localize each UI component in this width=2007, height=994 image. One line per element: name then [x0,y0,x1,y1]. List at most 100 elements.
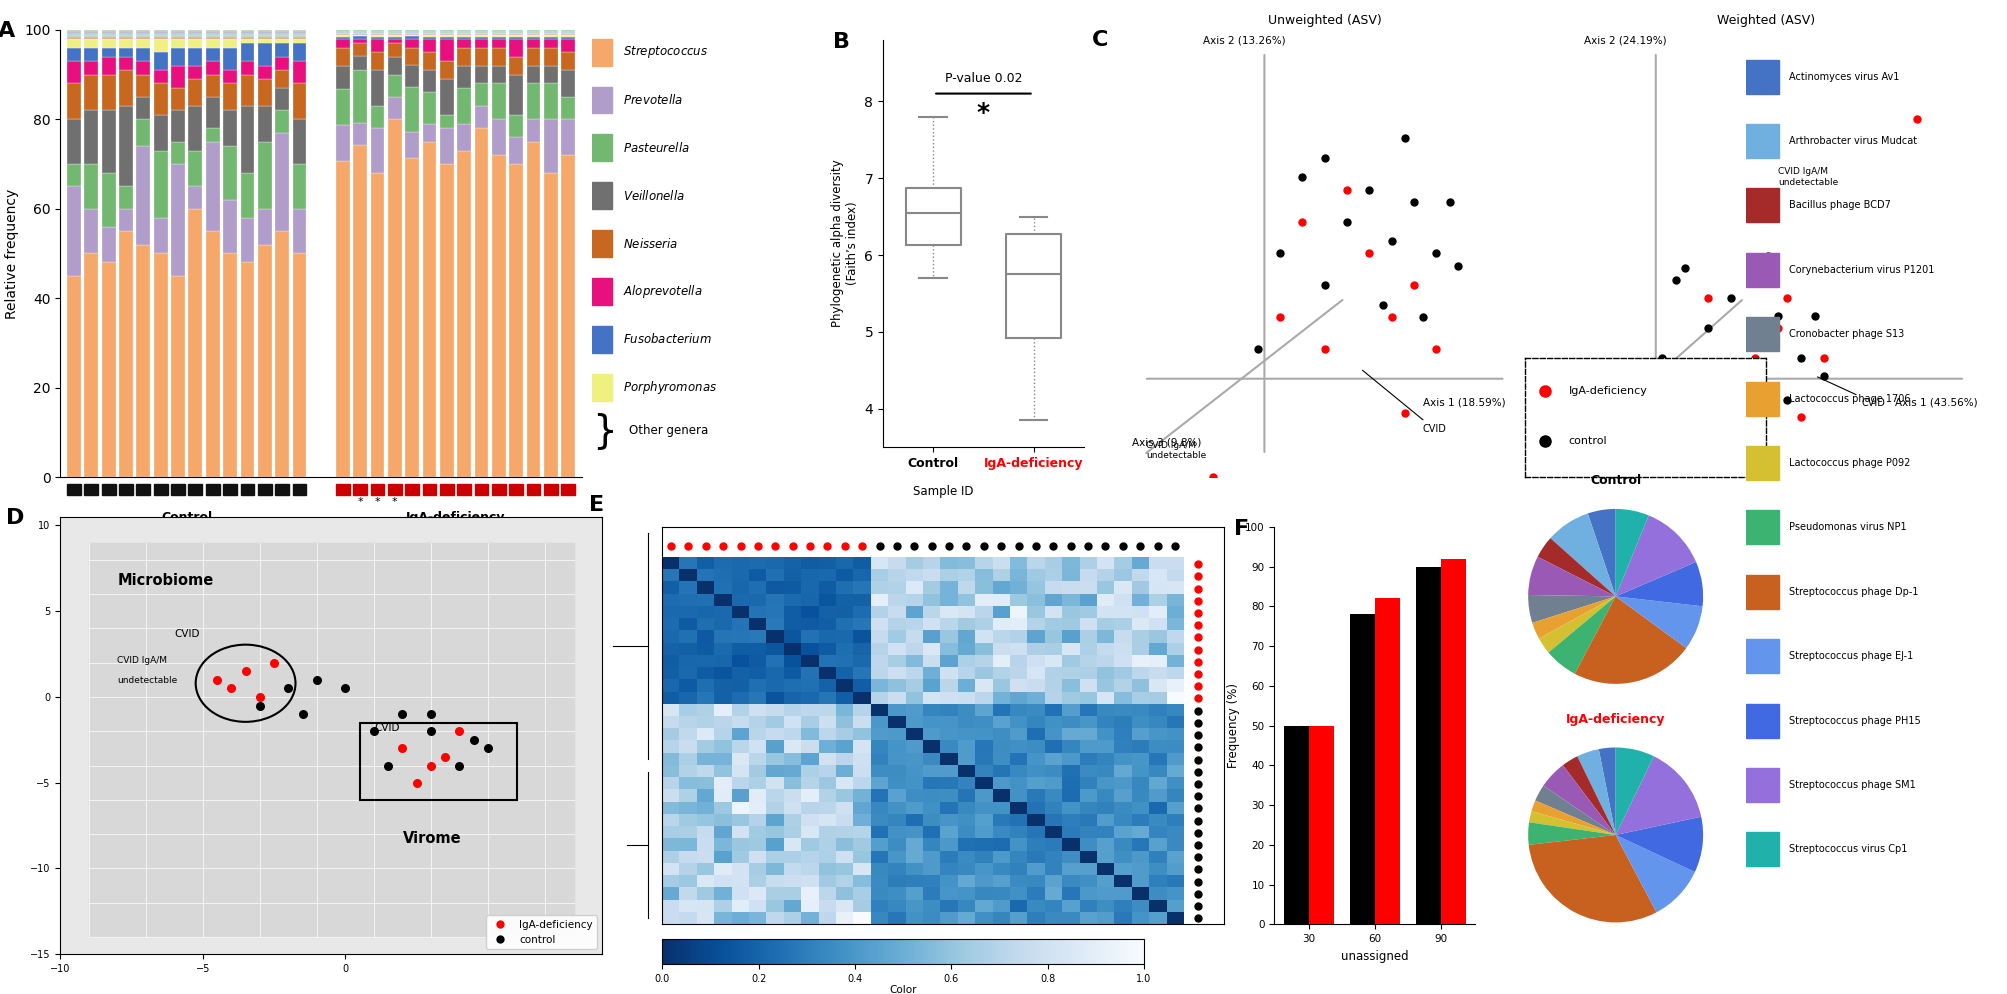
Bar [353,70,367,123]
Text: $\it{Streptococcus}$: $\it{Streptococcus}$ [622,44,708,61]
Bar [257,35,271,37]
Point [1668,260,1700,276]
Text: Lactococcus phage 1706: Lactococcus phage 1706 [1788,394,1911,404]
Bar [66,34,80,35]
Bar [207,96,219,128]
Wedge shape [1531,596,1616,638]
Bar [241,37,255,39]
Bar [118,48,132,57]
Text: *: * [375,497,379,507]
Bar [405,35,419,37]
Bar [257,141,271,209]
Bar [1441,559,1465,924]
Bar [275,110,289,132]
Bar [171,110,185,141]
Title: Control: Control [1590,474,1642,487]
Text: Axis 3 (9.8%): Axis 3 (9.8%) [1132,437,1202,448]
Bar [102,110,116,173]
Bar [241,35,255,37]
Point [1375,309,1407,325]
Bar [207,142,219,231]
Polygon shape [88,543,574,937]
Text: Bacillus phage BCD7: Bacillus phage BCD7 [1788,201,1891,211]
Bar [405,66,419,87]
Bar [1284,726,1309,924]
Bar [526,35,540,37]
Text: Control: Control [161,511,213,524]
Bar [526,34,540,35]
Bar [136,39,151,48]
Bar [189,79,203,105]
Bar [423,34,436,35]
Bar [353,484,367,495]
X-axis label: unassigned: unassigned [1341,949,1409,963]
Wedge shape [1563,756,1616,835]
Wedge shape [1588,509,1616,596]
Bar [118,33,132,34]
Bar [387,35,401,37]
Point [1421,246,1453,261]
Text: CVID IgA/M
undetectable: CVID IgA/M undetectable [1146,440,1206,460]
Bar [544,34,558,35]
Bar [207,48,219,62]
Bar [66,37,80,39]
Bar [223,146,237,200]
Wedge shape [1616,596,1702,648]
Point [1808,368,1840,384]
Point [1389,130,1421,146]
Text: CVID IgA/M: CVID IgA/M [116,656,167,665]
Bar [526,119,540,141]
Text: Streptococcus phage SM1: Streptococcus phage SM1 [1788,780,1915,790]
Point [1752,260,1784,276]
Bar [241,105,255,173]
Bar [171,33,185,34]
Bar [423,141,436,477]
Bar [544,119,558,173]
Bar [1746,704,1778,738]
Bar [353,145,367,477]
Bar [387,96,401,119]
Bar [118,34,132,35]
Bar [102,48,116,57]
Bar [387,39,401,43]
Text: Cronobacter phage S13: Cronobacter phage S13 [1788,329,1905,339]
Y-axis label: Phylogenetic alpha diversity
(Faith’s index): Phylogenetic alpha diversity (Faith’s in… [831,160,859,327]
Bar [189,209,203,477]
Bar [84,39,98,48]
Bar [474,66,488,83]
Text: Lactococcus phage P092: Lactococcus phage P092 [1788,458,1911,468]
Bar [423,52,436,70]
Bar [1746,124,1778,158]
Bar [474,83,488,105]
Wedge shape [1578,749,1616,835]
Text: $\it{Porphyromonas}$: $\it{Porphyromonas}$ [622,379,716,396]
Text: Microbiome: Microbiome [116,574,213,588]
Bar [387,484,401,495]
Bar [1349,614,1375,924]
Bar [353,57,367,70]
Bar [526,37,540,39]
Bar [335,39,349,48]
Bar [136,484,151,495]
Bar [171,37,185,39]
Wedge shape [1531,800,1616,835]
Bar [207,128,219,141]
Text: F: F [1234,519,1250,539]
Bar [241,39,255,43]
Bar [440,128,454,164]
Bar [257,39,271,43]
Bar [118,231,132,477]
Text: $\it{Neisseria}$: $\it{Neisseria}$ [622,237,678,250]
Bar [118,186,132,209]
Bar [474,48,488,66]
Bar [207,35,219,37]
Bar [275,88,289,110]
Bar [526,141,540,477]
Point [401,774,434,790]
Point [1407,309,1439,325]
Point [1242,341,1274,357]
Bar [102,34,116,35]
Bar [458,123,472,150]
Bar [562,119,576,155]
Bar [275,57,289,70]
